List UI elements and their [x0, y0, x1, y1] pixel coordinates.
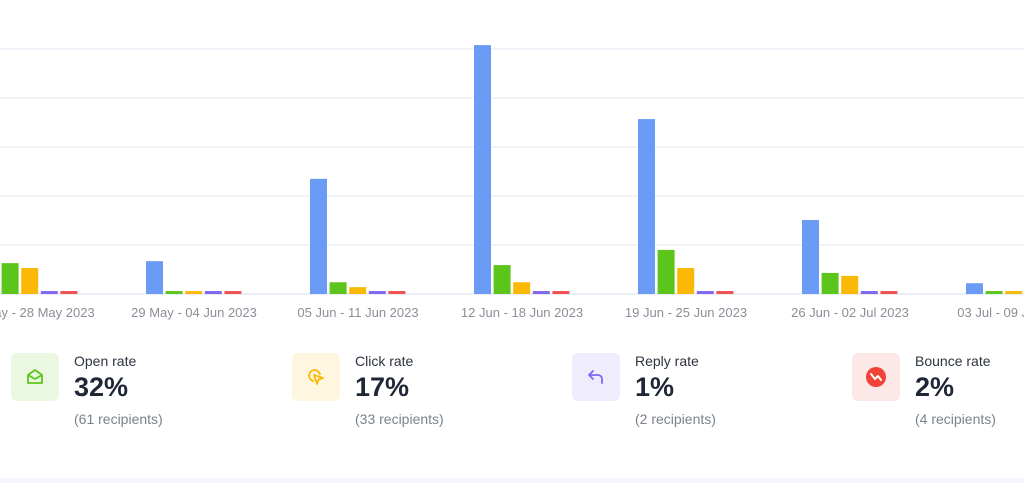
- bar-bounced[interactable]: [880, 291, 898, 294]
- x-tick-label: 22 May - 28 May 2023: [0, 305, 95, 320]
- x-axis-labels: 22 May - 28 May 2023 29 May - 04 Jun 2023…: [0, 305, 1024, 320]
- bar-sent[interactable]: [638, 119, 655, 294]
- bar-opened[interactable]: [657, 249, 675, 294]
- x-tick-label: 19 Jun - 25 Jun 2023: [625, 305, 747, 320]
- stat-label: Click rate: [355, 353, 414, 369]
- stat-recipients: (33 recipients): [355, 411, 444, 427]
- envelope-open-icon: [11, 353, 59, 401]
- bar-replied[interactable]: [368, 291, 386, 294]
- stat-value: 1%: [635, 372, 675, 402]
- bar-chart: 22 May - 28 May 2023 29 May - 04 Jun 2023…: [0, 45, 1024, 320]
- stat-label: Bounce rate: [915, 353, 991, 369]
- bar-sent[interactable]: [802, 220, 819, 294]
- bar-sent[interactable]: [474, 45, 491, 294]
- reply-icon: [572, 353, 620, 401]
- bar-clicked[interactable]: [349, 287, 367, 294]
- stat-recipients: (2 recipients): [635, 411, 716, 427]
- stat-bounce-rate: Bounce rate 2% (4 recipients): [852, 353, 1024, 433]
- bounce-icon: [852, 353, 900, 401]
- x-tick-label: 12 Jun - 18 Jun 2023: [461, 305, 583, 320]
- bar-bounced[interactable]: [224, 291, 242, 294]
- bar-clicked[interactable]: [185, 291, 203, 294]
- stat-recipients: (61 recipients): [74, 411, 163, 427]
- cursor-click-icon: [292, 353, 340, 401]
- bar-clicked[interactable]: [513, 282, 531, 294]
- stat-value: 32%: [74, 372, 129, 402]
- stat-label: Open rate: [74, 353, 137, 369]
- x-tick-label: 05 Jun - 11 Jun 2023: [297, 305, 418, 320]
- bar-opened[interactable]: [1, 263, 19, 294]
- x-tick-label: 26 Jun - 02 Jul 2023: [791, 305, 909, 320]
- bar-opened[interactable]: [493, 265, 511, 294]
- gridlines: [0, 48, 1024, 295]
- bar-clicked[interactable]: [1005, 291, 1023, 294]
- bar-bounced[interactable]: [716, 291, 734, 294]
- x-tick-label: 03 Jul - 09 Jul 2023: [957, 305, 1024, 320]
- bar-sent[interactable]: [146, 261, 163, 294]
- x-tick-label: 29 May - 04 Jun 2023: [131, 305, 257, 320]
- stat-reply-rate: Reply rate 1% (2 recipients): [572, 353, 832, 433]
- bar-sent[interactable]: [310, 178, 327, 294]
- bar-clicked[interactable]: [677, 268, 695, 294]
- bar-clicked[interactable]: [21, 268, 39, 294]
- stat-recipients: (4 recipients): [915, 411, 996, 427]
- footer-divider: [0, 478, 1024, 483]
- bar-clicked[interactable]: [841, 275, 859, 294]
- bar-opened[interactable]: [821, 272, 839, 294]
- bar-bounced[interactable]: [388, 291, 406, 294]
- bar-replied[interactable]: [204, 291, 222, 294]
- bar-replied[interactable]: [532, 291, 550, 294]
- bar-opened[interactable]: [329, 282, 347, 294]
- stat-value: 17%: [355, 372, 410, 402]
- bar-bounced[interactable]: [552, 291, 570, 294]
- bar-replied[interactable]: [696, 291, 714, 294]
- bar-sent[interactable]: [966, 283, 983, 294]
- bar-replied[interactable]: [40, 291, 58, 294]
- bars: [1, 45, 1023, 294]
- stat-open-rate: Open rate 32% (61 recipients): [11, 353, 271, 433]
- bar-opened[interactable]: [165, 291, 183, 294]
- stat-value: 2%: [915, 372, 955, 402]
- bar-replied[interactable]: [860, 291, 878, 294]
- bar-opened[interactable]: [985, 291, 1003, 294]
- bar-bounced[interactable]: [60, 291, 78, 294]
- stat-click-rate: Click rate 17% (33 recipients): [292, 353, 552, 433]
- stat-label: Reply rate: [635, 353, 699, 369]
